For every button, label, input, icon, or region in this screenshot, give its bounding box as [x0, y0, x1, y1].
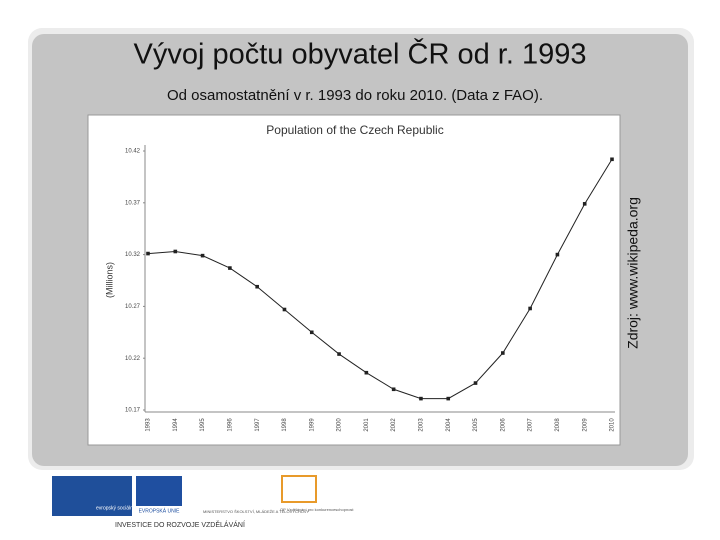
x-tick-label: 2001 [364, 418, 370, 432]
marker [501, 351, 505, 355]
marker [255, 284, 259, 289]
x-tick-label: 2002 [391, 418, 397, 432]
marker [473, 381, 478, 385]
y-tick-label: 10.37 [125, 200, 141, 206]
x-tick-label: 1999 [309, 418, 315, 432]
y-tick-label: 10.27 [125, 304, 141, 310]
x-tick-label: 2003 [419, 418, 425, 432]
marker [582, 202, 587, 206]
x-tick-label: 1997 [255, 418, 261, 432]
line [147, 159, 613, 400]
marker [309, 330, 314, 335]
y-tick-label: 10.22 [125, 356, 141, 362]
footer: evropský sociální fond v ČR EVROPSKÁ UNI… [52, 475, 354, 529]
msmt-text: MINISTERSTVO ŠKOLSTVÍ, MLÁDEŽE A TĚLOVÝC… [203, 509, 310, 514]
x-tick-label: 2005 [473, 418, 479, 432]
marker [419, 396, 423, 401]
marker [337, 352, 341, 356]
marker [146, 251, 150, 256]
y-tick-label: 10.42 [125, 149, 141, 155]
op-text: OP Vzdělávání pro konkurenceschopnost [280, 507, 354, 512]
y-tick-label: 10.17 [125, 408, 141, 414]
marker [528, 306, 532, 311]
esf-logo [52, 476, 132, 516]
y-tick-label: 10.32 [125, 252, 141, 258]
marker [555, 252, 560, 257]
source: Zdroj: www.wikipeda.org [625, 197, 641, 349]
x-tick-label: 1993 [146, 418, 152, 432]
marker [282, 307, 287, 312]
marker [200, 253, 205, 258]
x-tick-label: 2008 [555, 418, 561, 432]
marker [610, 157, 614, 162]
eu-flag [136, 476, 182, 506]
chart: Population of the Czech Republic (Millio… [104, 123, 615, 432]
marker [228, 266, 232, 270]
marker [173, 249, 178, 254]
x-tick-label: 2004 [446, 418, 452, 432]
marker [391, 387, 396, 392]
x-tick-label: 2007 [528, 418, 534, 432]
marker [364, 370, 369, 375]
x-tick-label: 1996 [227, 418, 233, 432]
slide-subtitle: Od osamostatnění v r. 1993 do roku 2010.… [167, 87, 543, 104]
x-tick-label: 2010 [610, 418, 616, 432]
chart-title: Population of the Czech Republic [266, 123, 443, 137]
x-tick-label: 1994 [173, 418, 179, 432]
x-tick-label: 2009 [582, 418, 588, 432]
slide-title: Vývoj počtu obyvatel ČR od r. 1993 [134, 37, 587, 71]
chart-box [87, 114, 621, 446]
y-axis-label: (Millions) [104, 262, 114, 298]
x-tick-label: 2000 [337, 418, 343, 432]
marker [446, 396, 451, 401]
tagline: INVESTICE DO ROZVOJE VZDĚLÁVÁNÍ [115, 520, 245, 529]
x-tick-label: 2006 [500, 418, 506, 432]
eu-text: EVROPSKÁ UNIE [139, 507, 181, 514]
esf-text: evropský sociální fond v ČR [96, 504, 158, 511]
x-tick-label: 1995 [200, 418, 206, 432]
x-tick-label: 1998 [282, 418, 288, 432]
op-logo [281, 475, 317, 503]
